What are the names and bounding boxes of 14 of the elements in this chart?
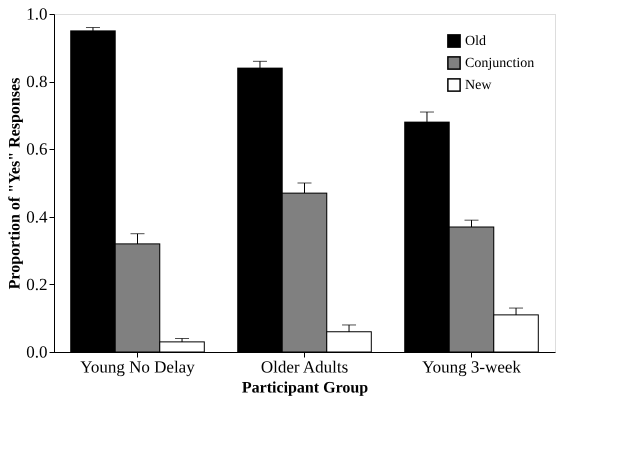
y-tick-label: 0.6 — [26, 140, 48, 159]
y-tick-label: 0.4 — [26, 207, 48, 226]
y-tick-label: 1.0 — [26, 4, 48, 24]
legend-label: Old — [465, 34, 486, 49]
y-tick-label: 0.0 — [26, 342, 48, 362]
x-axis-title: Participant Group — [242, 380, 368, 396]
x-tick-label: Older Adults — [260, 358, 348, 376]
y-tick-label: 0.2 — [26, 274, 48, 294]
x-tick-label: Young No Delay — [80, 358, 196, 376]
x-tick-label: Young 3-week — [422, 358, 522, 376]
y-tick-label: 0.8 — [26, 72, 48, 92]
y-axis-title: Proportion of "Yes" Responses — [6, 78, 24, 290]
legend-label: Conjunction — [465, 56, 534, 71]
legend-label: New — [465, 78, 492, 93]
